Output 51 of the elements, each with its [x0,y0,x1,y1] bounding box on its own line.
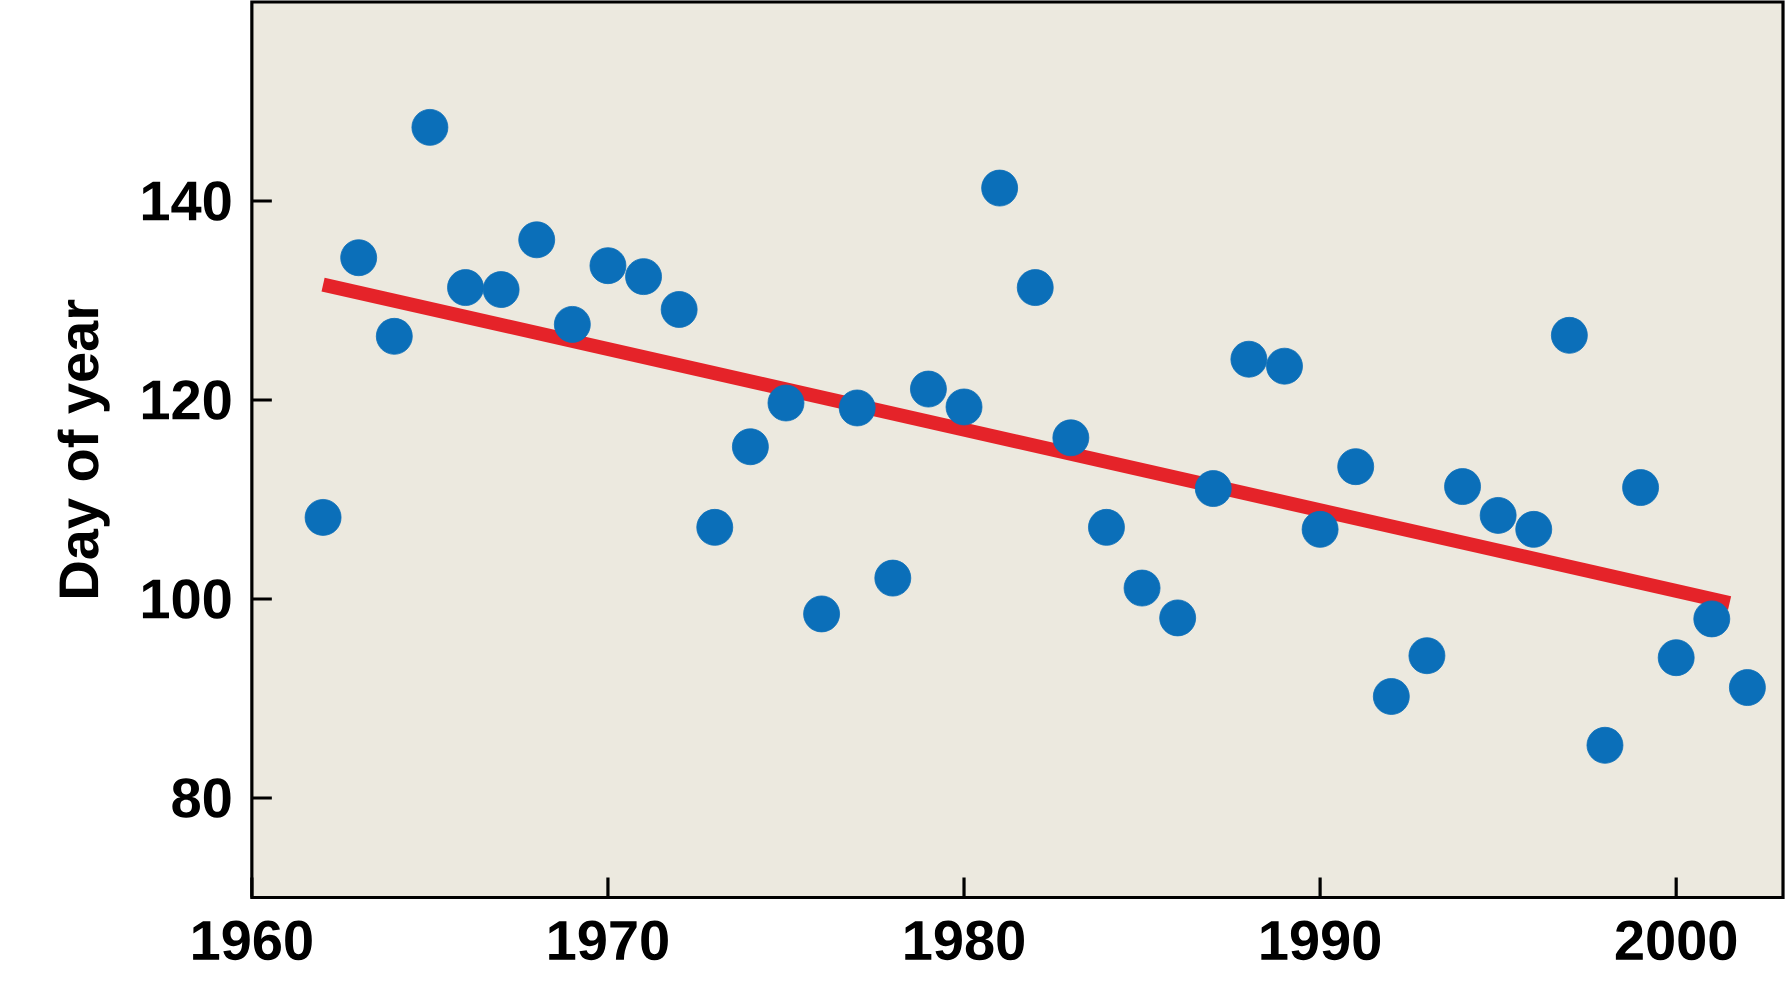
point [1408,637,1446,674]
y-tick-label: 140 [142,180,231,221]
point [803,595,840,633]
x-tick-label: 1990 [1261,920,1381,960]
point [767,384,805,422]
y-tick-label: 120 [142,379,231,420]
point [340,239,378,276]
point [1622,468,1659,506]
point [1372,677,1410,715]
point [838,389,876,427]
point [910,370,947,408]
point [660,290,698,328]
point [1016,268,1054,306]
point [625,258,662,295]
point [696,508,734,546]
point [1550,316,1588,354]
point [1657,639,1695,676]
point [1123,569,1161,607]
y-tick-label: 100 [142,578,231,619]
point [731,428,769,465]
point [553,305,591,343]
point [589,247,627,284]
point [874,559,912,597]
point [1729,668,1766,706]
y-axis-title: Day of year [57,299,110,597]
point [375,317,413,355]
x-tick-label: 2000 [1615,920,1737,960]
x-tick-label: 1970 [549,920,668,960]
point [304,498,342,536]
point [1301,510,1339,548]
point [1230,340,1268,378]
point [1052,419,1090,456]
point [447,268,484,306]
point [981,169,1019,207]
point [1586,726,1624,764]
point [1194,469,1232,507]
point [1337,448,1375,485]
x-tick-label: 1960 [193,920,312,960]
point [1693,600,1731,638]
point [482,270,520,308]
x-tick-label: 1980 [905,920,1024,960]
point [1266,347,1303,385]
point [518,221,556,258]
point [1159,599,1197,637]
point [1088,508,1125,546]
point [1479,496,1517,534]
y-tick-label: 80 [172,777,231,818]
point [1444,467,1481,505]
point [411,108,449,146]
point [945,388,983,426]
point [1515,510,1553,548]
